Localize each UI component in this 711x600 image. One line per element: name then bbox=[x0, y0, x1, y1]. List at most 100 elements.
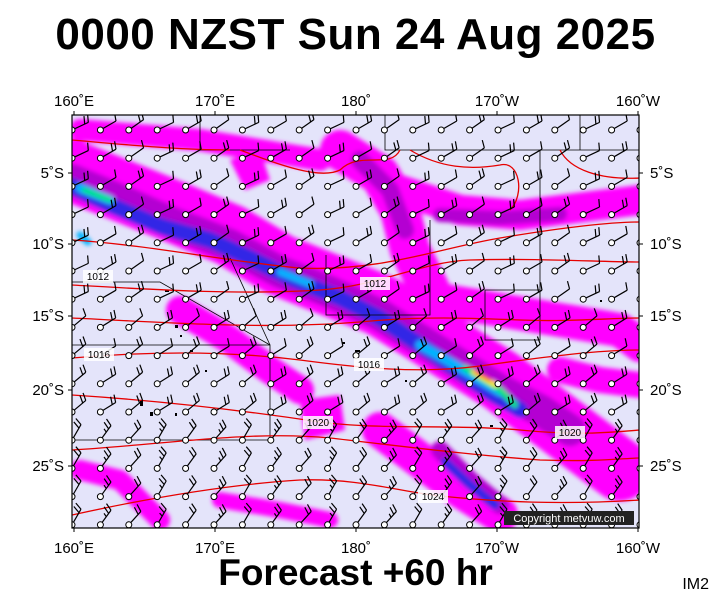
wind-barb bbox=[579, 170, 601, 190]
wind-barb bbox=[466, 139, 485, 162]
wind-barb bbox=[324, 502, 338, 528]
wind-barb bbox=[352, 254, 373, 275]
island bbox=[205, 370, 207, 372]
lon-label: 160˚W bbox=[616, 93, 661, 110]
wind-barb bbox=[466, 280, 485, 303]
wind-barb bbox=[96, 115, 117, 134]
wind-barb bbox=[125, 336, 144, 360]
wind-barb bbox=[466, 364, 484, 388]
wind-barb bbox=[551, 475, 568, 501]
wind-barb bbox=[267, 309, 287, 331]
wind-barb bbox=[182, 282, 202, 303]
wind-barb bbox=[551, 224, 571, 247]
wind-barb bbox=[551, 309, 571, 331]
wind-barb bbox=[466, 224, 485, 247]
wind-barb bbox=[295, 139, 315, 162]
wind-barb bbox=[238, 336, 257, 360]
wind-barb bbox=[636, 154, 639, 162]
wind-barb bbox=[437, 309, 458, 331]
wind-barb bbox=[182, 254, 202, 275]
wind-barb bbox=[153, 142, 175, 162]
wind-barb bbox=[238, 308, 257, 331]
wind-barb bbox=[380, 309, 401, 331]
wind-barb bbox=[182, 197, 202, 219]
wind-barb bbox=[352, 475, 368, 501]
wind-barb bbox=[324, 170, 345, 190]
wind-barb bbox=[579, 474, 593, 501]
wind-barb bbox=[494, 283, 515, 303]
island bbox=[600, 300, 602, 302]
wind-barb bbox=[409, 418, 423, 444]
wind-barb bbox=[125, 224, 145, 247]
wind-barb bbox=[267, 446, 282, 472]
svg-text:1016: 1016 bbox=[88, 350, 111, 361]
wind-barb bbox=[267, 366, 287, 388]
wind-barb bbox=[522, 141, 543, 162]
wind-barb bbox=[409, 364, 428, 388]
rain-band bbox=[212, 492, 338, 528]
wind-barb bbox=[210, 196, 230, 219]
wind-barb bbox=[579, 227, 601, 247]
wind-barb bbox=[522, 282, 543, 303]
boundary-line bbox=[484, 150, 541, 341]
wind-barb bbox=[153, 446, 167, 472]
wind-barb bbox=[125, 139, 145, 162]
wind-barb bbox=[409, 474, 423, 501]
wind-barb bbox=[380, 252, 400, 275]
wind-barb bbox=[182, 446, 197, 472]
wind-barb bbox=[636, 267, 639, 275]
wind-barb bbox=[210, 224, 230, 247]
wind-barb bbox=[608, 366, 628, 388]
lat-label: 20˚S bbox=[650, 382, 682, 399]
wind-barb bbox=[608, 446, 623, 472]
wind-barb bbox=[324, 283, 345, 303]
wind-barb bbox=[324, 394, 344, 416]
wind-barb bbox=[182, 418, 197, 444]
wind-barb bbox=[380, 475, 397, 501]
wind-barb bbox=[608, 282, 628, 303]
wind-barb bbox=[522, 197, 543, 219]
wind-barb bbox=[466, 168, 485, 190]
wind-barb bbox=[522, 225, 543, 247]
wind-barb bbox=[579, 364, 598, 388]
wind-barb bbox=[380, 366, 401, 388]
island bbox=[175, 413, 177, 416]
lon-label: 160˚E bbox=[54, 540, 94, 557]
wind-barb bbox=[125, 504, 142, 528]
wind-barb bbox=[324, 198, 345, 219]
wind-barb bbox=[409, 115, 430, 134]
wind-barb bbox=[153, 283, 175, 303]
wind-barb bbox=[210, 252, 230, 275]
rain-band bbox=[440, 457, 500, 510]
wind-barb bbox=[437, 254, 458, 275]
wind-barb bbox=[182, 336, 200, 360]
isobar bbox=[559, 149, 639, 179]
island bbox=[150, 412, 153, 416]
copyright-notice: Copyright metvuw.com bbox=[513, 513, 624, 525]
rain-band bbox=[81, 187, 113, 203]
boundary-line bbox=[325, 220, 431, 316]
wind-barb bbox=[295, 475, 312, 501]
copyright-box bbox=[504, 511, 634, 525]
svg-text:1016: 1016 bbox=[358, 360, 381, 371]
lat-label: 5˚S bbox=[41, 165, 64, 182]
wind-barb bbox=[267, 475, 282, 501]
wind-barb bbox=[522, 364, 541, 388]
wind-barb bbox=[182, 364, 200, 388]
wind-barb bbox=[466, 196, 485, 219]
wind-barb bbox=[267, 141, 287, 162]
wind-barb bbox=[494, 142, 515, 162]
wind-barb bbox=[437, 115, 458, 134]
wind-barb bbox=[267, 169, 287, 190]
wind-barb bbox=[210, 475, 227, 501]
lon-label: 180˚ bbox=[341, 540, 371, 557]
wind-barb bbox=[267, 282, 287, 303]
wind-barb bbox=[437, 141, 458, 162]
wind-barb bbox=[324, 115, 345, 134]
wind-barb bbox=[551, 139, 571, 162]
wind-barb bbox=[96, 282, 117, 303]
wind-barb bbox=[522, 392, 541, 416]
wind-barb bbox=[295, 364, 314, 388]
wind-barb bbox=[153, 309, 174, 331]
island bbox=[140, 400, 143, 406]
